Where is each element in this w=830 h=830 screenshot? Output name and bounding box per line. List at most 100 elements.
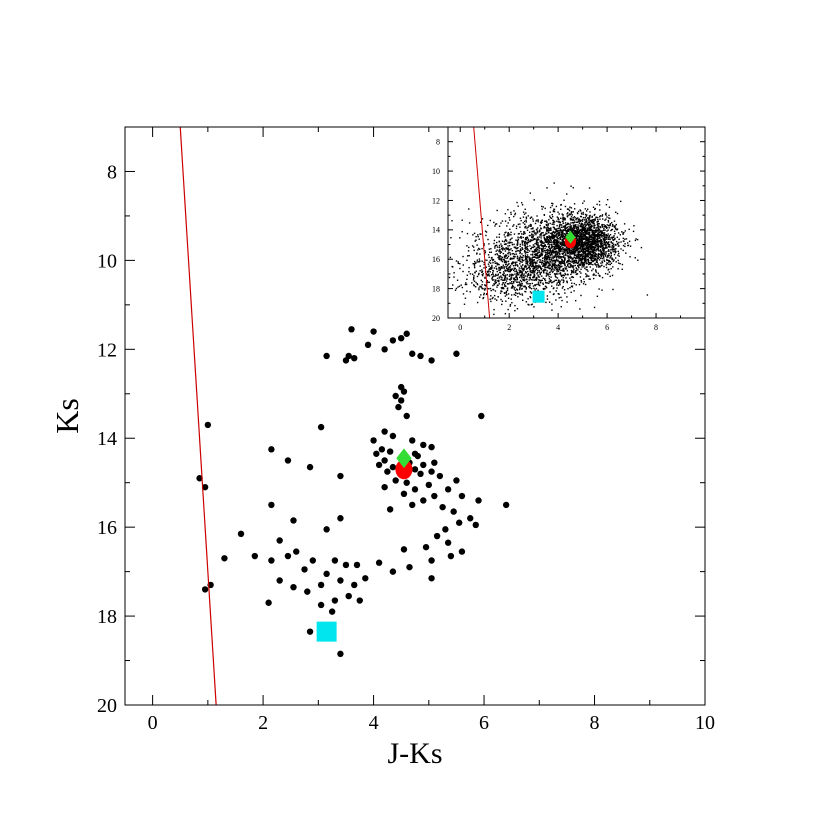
inset-point <box>591 250 593 253</box>
inset-point <box>549 215 551 217</box>
inset-point <box>496 249 498 251</box>
inset-point <box>597 229 600 231</box>
inset-point <box>525 257 528 260</box>
inset-point <box>593 252 595 254</box>
inset-point <box>601 257 604 260</box>
inset-point <box>577 251 579 253</box>
inset-point <box>581 259 583 262</box>
main-point <box>317 423 325 431</box>
inset-point <box>531 253 534 255</box>
inset-point <box>473 276 475 279</box>
inset-point <box>526 258 528 261</box>
inset-point <box>606 259 608 262</box>
inset-point <box>558 229 560 232</box>
inset-point <box>555 259 557 262</box>
inset-point <box>558 297 560 299</box>
inset-point <box>571 230 573 232</box>
inset-point <box>493 221 495 224</box>
inset-point <box>567 222 569 224</box>
inset-point <box>546 252 549 254</box>
inset-point <box>574 225 576 228</box>
inset-point <box>537 219 539 221</box>
inset-point <box>573 290 575 292</box>
inset-point <box>622 233 624 235</box>
inset-point <box>579 244 582 246</box>
inset-point <box>522 240 525 242</box>
main-point <box>384 468 391 475</box>
inset-point <box>540 205 543 208</box>
inset-point <box>573 208 576 210</box>
inset-point <box>500 243 502 245</box>
inset-point <box>606 247 608 249</box>
inset-point <box>498 280 500 283</box>
inset-point <box>575 237 578 239</box>
inset-point <box>524 250 526 253</box>
inset-point <box>586 223 589 226</box>
inset-point <box>558 244 560 246</box>
inset-point <box>607 219 610 222</box>
inset-point <box>575 262 577 264</box>
inset-point <box>572 250 575 252</box>
inset-point <box>571 252 573 254</box>
inset-point <box>585 224 587 227</box>
inset-point <box>499 292 502 294</box>
inset-point <box>530 270 532 272</box>
inset-point <box>479 296 481 298</box>
main-point <box>431 492 438 500</box>
inset-point <box>522 216 525 218</box>
inset-point <box>556 236 558 239</box>
inset-point <box>475 235 477 238</box>
inset-point <box>613 226 616 228</box>
inset-point <box>464 297 467 299</box>
inset-point <box>606 216 608 218</box>
inset-point <box>494 290 497 292</box>
inset-point <box>511 273 513 276</box>
inset-point <box>536 219 538 221</box>
inset-point <box>502 271 505 273</box>
inset-point <box>547 242 550 244</box>
inset-point <box>543 227 545 229</box>
inset-point <box>549 222 551 225</box>
inset-point <box>597 254 600 257</box>
inset-point <box>508 249 510 251</box>
inset-point <box>542 247 544 249</box>
inset-point <box>522 267 524 270</box>
inset-point <box>607 246 610 248</box>
inset-point <box>539 267 542 269</box>
inset-point <box>605 246 607 248</box>
inset-point <box>561 218 564 220</box>
inset-data-layer <box>448 127 649 318</box>
inset-point <box>587 242 589 244</box>
main-point <box>447 552 455 560</box>
inset-point <box>588 234 591 237</box>
inset-point <box>528 276 531 279</box>
inset-point <box>565 277 567 279</box>
inset-point <box>504 213 507 215</box>
inset-point <box>498 246 501 249</box>
inset-point <box>553 280 555 283</box>
inset-point <box>553 210 556 213</box>
inset-point <box>583 245 585 248</box>
main-red-line <box>179 127 217 705</box>
inset-point <box>589 266 591 268</box>
inset-point <box>605 252 607 254</box>
inset-point <box>593 240 595 242</box>
inset-point <box>532 246 535 249</box>
inset-point <box>568 266 570 268</box>
inset-point <box>561 299 563 302</box>
inset-point <box>461 219 463 221</box>
inset-point <box>460 284 462 286</box>
inset-point <box>552 237 554 240</box>
inset-point <box>603 234 605 236</box>
main-point <box>337 472 344 480</box>
inset-point <box>469 291 471 293</box>
inset-point <box>594 219 596 221</box>
inset-point <box>594 208 596 211</box>
inset-point <box>536 250 538 252</box>
inset-point <box>519 226 521 228</box>
inset-point <box>498 250 500 253</box>
inset-point <box>554 231 556 233</box>
inset-point <box>592 236 594 239</box>
inset-point <box>550 243 552 246</box>
inset-point <box>541 221 543 224</box>
